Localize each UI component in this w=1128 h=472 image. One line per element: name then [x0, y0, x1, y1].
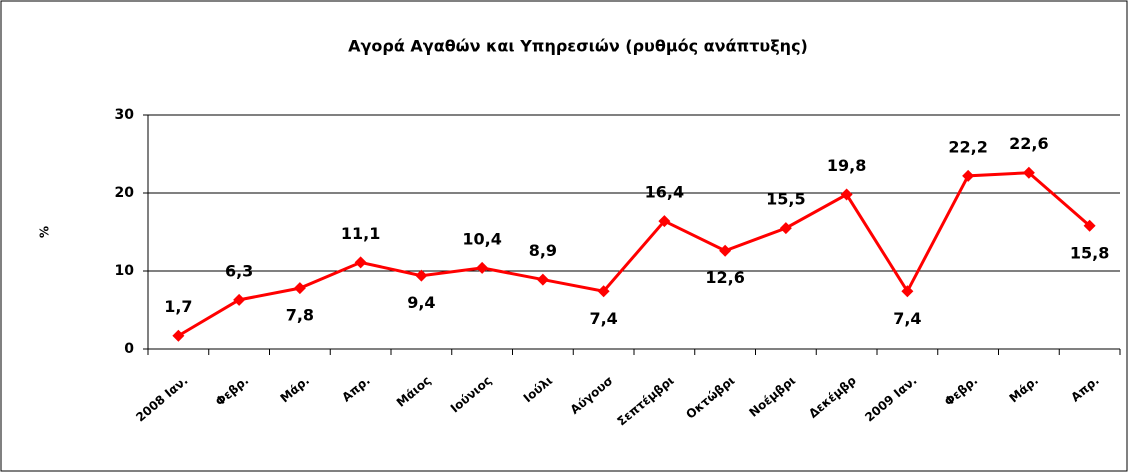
y-axis-label: % — [38, 226, 52, 238]
data-label: 6,3 — [225, 261, 253, 280]
data-point — [476, 261, 489, 274]
series-line — [177, 171, 1091, 338]
data-label: 7,4 — [893, 309, 921, 328]
data-point — [415, 269, 428, 282]
data-point — [172, 329, 185, 342]
data-label: 22,6 — [1009, 134, 1048, 153]
data-point — [962, 169, 975, 182]
data-point — [1022, 166, 1035, 179]
data-label: 10,4 — [462, 229, 501, 248]
data-point — [597, 285, 610, 298]
data-point — [293, 282, 306, 295]
data-label: 7,4 — [589, 309, 617, 328]
y-tick-label: 10 — [115, 263, 135, 279]
data-label: 11,1 — [341, 224, 380, 243]
data-point — [779, 222, 792, 235]
data-point — [719, 244, 732, 257]
data-point — [1083, 219, 1096, 232]
data-point — [901, 285, 914, 298]
data-label: 12,6 — [705, 268, 744, 287]
data-point — [658, 215, 671, 228]
data-label: 15,5 — [766, 190, 805, 209]
data-label: 19,8 — [827, 156, 866, 175]
data-label: 22,2 — [948, 137, 987, 156]
chart-title: Αγορά Αγαθών και Υπηρεσιών (ρυθμός ανάπτ… — [348, 37, 808, 56]
data-label: 15,8 — [1070, 243, 1109, 262]
y-tick-label: 20 — [115, 185, 135, 201]
data-point — [536, 273, 549, 286]
y-tick-label: 30 — [115, 107, 135, 123]
data-label: 9,4 — [407, 293, 435, 312]
data-label: 16,4 — [645, 183, 684, 202]
data-label: 1,7 — [164, 297, 192, 316]
data-point — [233, 293, 246, 306]
data-label: 8,9 — [529, 241, 557, 260]
data-label: 7,8 — [286, 306, 314, 325]
data-point — [354, 256, 367, 269]
data-point — [840, 188, 853, 201]
y-tick-label: 0 — [124, 341, 134, 357]
